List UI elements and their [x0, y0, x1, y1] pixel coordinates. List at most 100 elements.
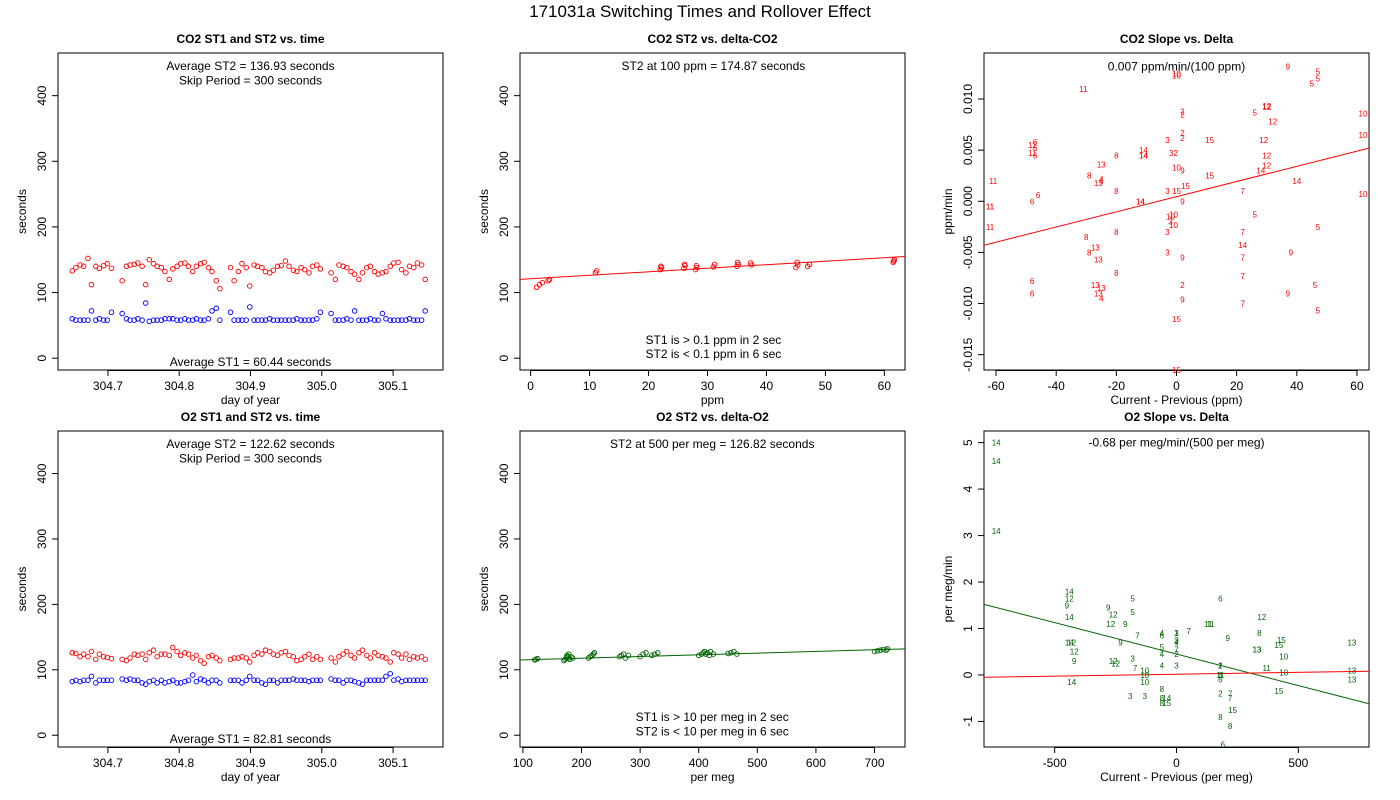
chart-o2-time-xtick-label: 305.0: [307, 756, 337, 770]
chart-o2-delta-ytick-label: 300: [497, 529, 511, 549]
chart-co2-time-point-st1: [88, 308, 95, 314]
chart-o2-time-point-st2: [274, 652, 281, 659]
chart-co2-time-point-st2: [344, 264, 350, 271]
chart-o2-time-point-st1: [251, 677, 257, 684]
chart-o2-time-point-st2: [422, 656, 428, 663]
chart-o2-time-point-st1: [239, 680, 245, 686]
chart-co2-slope-point-label: 2: [1180, 107, 1185, 116]
chart-o2-time-xlabel: day of year: [221, 770, 280, 784]
chart-co2-time-point-st2: [185, 263, 192, 270]
chart-co2-time-xtick-label: 304.7: [93, 379, 123, 393]
chart-co2-time-point-st1: [139, 317, 145, 323]
chart-o2-time-annotation: Skip Period = 300 seconds: [179, 451, 322, 465]
chart-co2-slope-point-label: 6: [1033, 138, 1038, 147]
chart-co2-time-annotation: Skip Period = 300 seconds: [179, 74, 322, 88]
chart-o2-time-point-st2: [403, 651, 409, 657]
chart-o2-time-point-st2: [367, 655, 374, 661]
chart-o2-slope-point-label: 8: [1160, 694, 1165, 703]
chart-co2-time-point-st2: [209, 268, 215, 275]
chart-o2-time-point-st1: [359, 681, 366, 687]
chart-o2-time-point-st2: [73, 650, 79, 657]
chart-co2-slope-point-label: 14: [1238, 241, 1247, 250]
chart-co2-time-point-st1: [100, 317, 107, 323]
chart-co2-delta-ytick-label: 100: [497, 282, 511, 302]
chart-co2-time-point-st2: [328, 270, 334, 276]
chart-co2-slope-point-label: 8: [1084, 233, 1089, 242]
chart-co2-slope-point-label: 5: [1252, 108, 1257, 117]
chart-o2-slope-fit-line: [983, 603, 1370, 705]
chart-o2-time-point-st2: [193, 652, 200, 659]
chart-co2-slope-point-label: 8: [1087, 172, 1092, 181]
chart-co2-slope-xtick-label: -60: [987, 379, 1005, 393]
chart-o2-delta-point-st2: [883, 647, 889, 653]
chart-co2-slope-point-label: 10: [1172, 69, 1181, 78]
chart-o2-delta-point-st2: [640, 651, 646, 657]
chart-o2-time-point-st1: [332, 677, 339, 684]
chart-o2-slope-point-label: 4: [1160, 650, 1165, 659]
chart-co2-time-point-st2: [290, 267, 297, 273]
chart-o2-time-point-st1: [85, 677, 91, 684]
chart-o2-time-point-st2: [166, 652, 172, 659]
chart-o2-time-point-st1: [383, 673, 389, 680]
chart-co2-slope-point-label: 10: [1359, 131, 1368, 140]
chart-co2-time-point-st2: [80, 263, 87, 270]
chart-o2-time-ytick-label: 300: [35, 529, 49, 549]
chart-o2-delta-annotation: ST2 is < 10 per meg in 6 sec: [636, 724, 789, 738]
chart-o2-delta-point-st2: [877, 647, 884, 653]
chart-o2-slope-ylabel: per meg/min: [941, 556, 955, 623]
chart-o2-time-point-st1: [150, 677, 157, 684]
chart-o2-delta-point-st2: [591, 650, 598, 656]
chart-co2-time-point-st2: [123, 263, 130, 270]
chart-co2-slope-point-label: 13: [1091, 243, 1100, 252]
chart-o2-time-point-st1: [227, 677, 234, 684]
chart-co2-time-point-st2: [282, 258, 289, 264]
chart-co2-time-point-st1: [217, 317, 223, 323]
chart-o2-delta-point-st2: [569, 655, 576, 661]
chart-co2-slope-point-label: 10: [1172, 164, 1181, 173]
chart-o2-time-point-st2: [314, 653, 320, 660]
chart-o2-slope-point-label: 3: [1174, 662, 1179, 671]
chart-o2-slope-point-label: 6: [1218, 594, 1223, 603]
chart-o2-slope-point-label: 14: [1065, 613, 1074, 622]
chart-o2-time-point-st2: [398, 655, 405, 661]
chart-co2-time-point-st2: [383, 268, 389, 275]
chart-co2-slope-point-label: 13: [1094, 289, 1103, 298]
chart-co2-delta-point-st2: [794, 259, 800, 266]
chart-o2-time-point-st1: [379, 677, 386, 684]
chart-o2-time-point-st2: [328, 655, 334, 661]
chart-o2-time-point-st2: [251, 652, 257, 659]
chart-co2-delta-annotation: ST2 is < 0.1 ppm in 6 sec: [646, 347, 782, 361]
chart-co2-slope-point-label: 12: [1262, 161, 1271, 170]
chart-co2-slope-point-label: 9: [1286, 62, 1291, 71]
chart-o2-time-point-st2: [154, 653, 160, 660]
chart-co2-slope-point-label: 6: [1033, 151, 1038, 160]
chart-o2-slope-ytick-label: 5: [961, 439, 975, 446]
chart-co2-slope-point-label: 15: [1172, 366, 1181, 375]
chart-co2-time-point-st2: [85, 255, 91, 262]
chart-co2-slope-point-label: 2: [1180, 281, 1185, 290]
chart-o2-delta-point-st2: [874, 648, 881, 654]
chart-co2-slope-point-label: 14: [1139, 151, 1148, 160]
chart-co2-slope-point-label: 13: [1097, 160, 1106, 169]
chart-o2-delta-point-st2: [695, 652, 702, 659]
chart-co2-slope-point-label: 11: [986, 202, 995, 211]
chart-o2-time-xtick-label: 304.9: [235, 756, 265, 770]
chart-o2-time-point-st2: [371, 650, 378, 656]
chart-o2-delta-point-st2: [710, 651, 717, 657]
chart-o2-time-point-st2: [197, 657, 204, 664]
chart-o2-time-point-st1: [422, 677, 428, 684]
chart-o2-slope-ytick-label: -1: [961, 716, 975, 727]
chart-o2-time-point-st2: [85, 653, 91, 660]
chart-o2-time-point-st2: [158, 651, 165, 657]
chart-o2-slope-point-label: 6: [1160, 631, 1165, 640]
chart-o2-time-point-st2: [227, 656, 234, 663]
chart-o2-slope-ytick-label: 1: [961, 625, 975, 632]
chart-co2-slope-xtick-label: -40: [1048, 379, 1066, 393]
chart-co2-time-point-st1: [104, 317, 110, 323]
chart-o2-slope-point-label: 14: [992, 457, 1001, 466]
chart-o2-slope-point-label: 15: [1274, 687, 1283, 696]
chart-o2-slope-point-label: 7: [1174, 638, 1179, 647]
chart-co2-slope-point-label: 5: [1313, 281, 1318, 290]
chart-o2-delta-annotation: ST1 is > 10 per meg in 2 sec: [636, 710, 789, 724]
chart-co2-slope-xtick-label: 60: [1350, 379, 1364, 393]
